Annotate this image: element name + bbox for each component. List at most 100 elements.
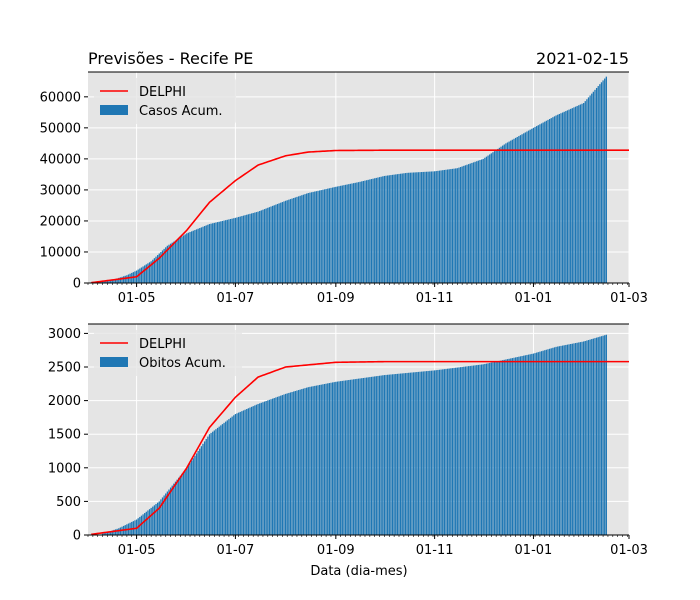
bar xyxy=(218,221,220,283)
bar xyxy=(540,351,543,535)
bar xyxy=(194,455,196,535)
y-tick-label: 40000 xyxy=(40,152,81,167)
bar xyxy=(140,267,143,283)
bar xyxy=(589,339,591,535)
y-tick-label: 30000 xyxy=(40,183,81,198)
bar xyxy=(157,255,159,283)
legend-bar-swatch xyxy=(100,357,128,367)
bar xyxy=(293,198,295,283)
bar xyxy=(267,400,269,535)
bar xyxy=(605,76,607,284)
bar xyxy=(213,430,215,535)
bar xyxy=(430,171,433,283)
bar xyxy=(273,205,275,283)
bar xyxy=(508,358,510,535)
bar xyxy=(291,391,293,535)
bar xyxy=(417,371,420,535)
bar xyxy=(278,396,280,535)
bar xyxy=(586,99,588,283)
bar xyxy=(579,104,582,284)
bar xyxy=(544,121,546,284)
bar xyxy=(485,363,488,535)
bar xyxy=(476,365,478,535)
cases-bars xyxy=(90,76,607,284)
bar xyxy=(359,181,361,283)
legend-label-delphi: DELPHI xyxy=(139,337,186,352)
bar xyxy=(275,204,277,283)
bar xyxy=(429,370,431,535)
bar xyxy=(527,130,530,283)
bar xyxy=(226,219,228,283)
bar xyxy=(314,385,316,535)
bar xyxy=(163,248,165,283)
bar xyxy=(604,335,606,535)
bar xyxy=(205,225,207,283)
y-tick-label: 2000 xyxy=(48,394,81,409)
bar xyxy=(524,355,526,535)
bar xyxy=(328,188,330,283)
bar xyxy=(487,155,489,283)
bar xyxy=(262,402,264,535)
bar xyxy=(417,172,420,283)
bar xyxy=(571,343,573,535)
bar xyxy=(550,348,552,535)
bar xyxy=(322,384,324,535)
bar xyxy=(158,253,160,283)
bar xyxy=(600,336,603,535)
bar xyxy=(489,154,491,283)
bar xyxy=(111,279,113,283)
bar xyxy=(552,117,554,284)
bar xyxy=(192,458,194,535)
bar xyxy=(257,403,259,535)
bar xyxy=(233,415,235,535)
bar xyxy=(592,91,595,283)
bar xyxy=(578,342,580,535)
bar xyxy=(385,175,387,283)
bar xyxy=(544,350,546,535)
bar xyxy=(493,151,496,284)
bar xyxy=(165,247,167,283)
bar xyxy=(173,483,175,535)
bar xyxy=(134,520,136,535)
bar xyxy=(212,223,214,283)
bar xyxy=(119,277,122,283)
bar xyxy=(591,339,593,535)
bar xyxy=(453,168,455,283)
bar xyxy=(387,374,389,535)
bar xyxy=(144,513,146,535)
bar xyxy=(442,170,444,283)
bar xyxy=(385,374,387,535)
y-tick-label: 2500 xyxy=(48,361,81,376)
bar xyxy=(265,208,267,283)
bar xyxy=(511,358,514,535)
bar xyxy=(485,156,488,283)
bar xyxy=(176,479,178,535)
bar xyxy=(344,184,347,283)
legend-bar-swatch xyxy=(100,105,128,115)
bar xyxy=(297,196,300,283)
deaths-delphi-line xyxy=(91,360,629,536)
bar xyxy=(555,115,557,283)
bar xyxy=(443,369,445,535)
bar xyxy=(296,196,298,283)
bar xyxy=(425,171,428,283)
bar xyxy=(111,530,113,535)
bar xyxy=(320,190,322,283)
bar xyxy=(352,379,355,535)
bar xyxy=(412,372,415,535)
bar xyxy=(225,421,227,535)
bar xyxy=(482,158,484,283)
bar xyxy=(459,367,462,535)
bar xyxy=(281,202,284,283)
bar xyxy=(492,362,494,535)
bar xyxy=(265,401,267,535)
bar xyxy=(105,532,107,535)
bar xyxy=(215,222,217,283)
bar xyxy=(302,388,305,535)
bar xyxy=(306,387,308,535)
bar xyxy=(301,195,303,283)
bar xyxy=(272,398,274,535)
bar xyxy=(203,441,206,535)
bar xyxy=(181,236,183,283)
bar xyxy=(118,277,120,283)
